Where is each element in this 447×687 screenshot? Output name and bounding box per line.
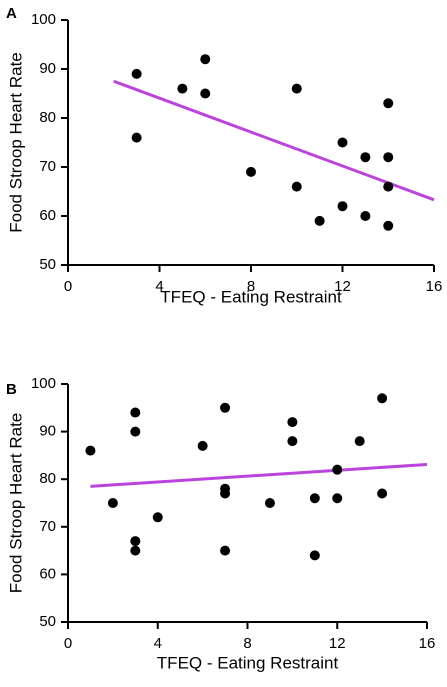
data-point bbox=[291, 83, 302, 94]
data-point bbox=[383, 98, 394, 109]
x-tick-label: 0 bbox=[64, 278, 72, 295]
regression-line bbox=[113, 79, 435, 202]
data-point bbox=[287, 417, 298, 428]
data-point bbox=[200, 54, 211, 65]
x-tick-label: 4 bbox=[155, 278, 163, 295]
data-point bbox=[360, 152, 371, 163]
data-point bbox=[131, 68, 142, 79]
data-point bbox=[309, 493, 320, 504]
y-tick-label: 60 bbox=[39, 565, 56, 582]
data-point bbox=[377, 393, 388, 404]
data-point bbox=[131, 132, 142, 143]
data-point bbox=[130, 407, 141, 418]
data-point bbox=[332, 464, 343, 475]
data-point bbox=[337, 201, 348, 212]
data-point bbox=[287, 436, 298, 447]
y-tick-label: 100 bbox=[31, 375, 56, 392]
data-point bbox=[383, 152, 394, 163]
y-tick-label: 90 bbox=[39, 60, 56, 77]
data-point bbox=[309, 550, 320, 561]
regression-line bbox=[90, 462, 428, 488]
data-point bbox=[85, 445, 96, 456]
y-tick-label: 70 bbox=[39, 518, 56, 535]
y-axis-title: Food Stroop Heart Rate bbox=[6, 52, 25, 232]
panel-b: B 50 60 70 80 90 100 0 4 8 12 16 TFEQ - Eating Restr… bbox=[6, 375, 435, 673]
y-tick-label: 60 bbox=[39, 207, 56, 224]
data-point bbox=[130, 536, 141, 547]
data-point bbox=[220, 402, 231, 413]
data-point bbox=[197, 440, 208, 451]
panel-label: B bbox=[6, 381, 17, 398]
y-tick-label: 90 bbox=[39, 423, 56, 440]
data-point bbox=[107, 498, 118, 508]
x-tick-label: 4 bbox=[154, 635, 162, 652]
y-tick-label: 80 bbox=[39, 109, 56, 126]
data-point bbox=[177, 83, 188, 94]
y-tick-label: 50 bbox=[39, 256, 56, 273]
x-tick-label: 0 bbox=[64, 635, 72, 652]
x-axis-title: TFEQ - Eating Restraint bbox=[157, 653, 339, 672]
x-axis-title: TFEQ - Eating Restraint bbox=[160, 287, 342, 306]
data-point bbox=[220, 545, 231, 556]
data-point bbox=[200, 88, 211, 99]
y-tick-label: 70 bbox=[39, 158, 56, 175]
data-point bbox=[360, 211, 371, 221]
data-point bbox=[314, 215, 325, 226]
x-tick-label: 12 bbox=[329, 635, 346, 652]
x-tick-label: 12 bbox=[334, 278, 351, 295]
x-tick-label: 8 bbox=[247, 278, 255, 295]
data-point bbox=[354, 436, 365, 447]
data-point bbox=[130, 545, 141, 556]
x-tick-label: 16 bbox=[426, 278, 443, 295]
data-point bbox=[246, 166, 256, 177]
y-tick-label: 80 bbox=[39, 470, 56, 487]
data-point bbox=[332, 493, 343, 504]
data-point bbox=[337, 137, 348, 148]
data-point bbox=[291, 181, 302, 192]
x-tick-label: 16 bbox=[419, 635, 436, 652]
x-tick-label: 8 bbox=[243, 635, 251, 652]
data-point bbox=[152, 512, 163, 523]
data-point bbox=[130, 426, 141, 437]
panel-a: A 50 60 70 80 90 100 0 4 8 12 16 TFEQ - Eating Restr… bbox=[6, 5, 442, 307]
data-point bbox=[220, 488, 231, 499]
panel-label: A bbox=[6, 5, 17, 22]
y-tick-label: 100 bbox=[31, 11, 56, 28]
data-point bbox=[377, 488, 388, 499]
y-axis-title: Food Stroop Heart Rate bbox=[6, 413, 25, 593]
y-tick-label: 50 bbox=[39, 613, 56, 630]
data-point bbox=[383, 220, 394, 231]
data-point bbox=[383, 181, 394, 192]
data-point bbox=[264, 498, 275, 508]
